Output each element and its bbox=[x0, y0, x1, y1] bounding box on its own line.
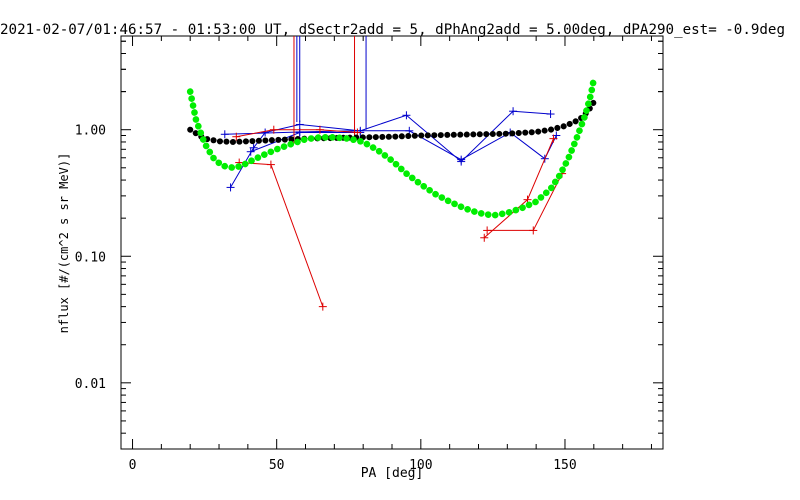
y-tick-label: 0.01 bbox=[75, 377, 106, 392]
plus-marker bbox=[483, 226, 492, 235]
plus-marker bbox=[480, 233, 489, 242]
plus-marker bbox=[269, 125, 278, 134]
y-tick-label: 1.00 bbox=[75, 124, 106, 139]
series-line bbox=[236, 129, 358, 138]
data-series bbox=[186, 36, 598, 311]
y-axis-label: nflux [#/(cm^2 s sr MeV)] bbox=[57, 153, 71, 334]
plus-marker bbox=[318, 302, 327, 311]
series-line bbox=[239, 162, 324, 307]
x-tick-label: 50 bbox=[269, 458, 285, 473]
series-line bbox=[483, 138, 554, 239]
plus-marker bbox=[402, 111, 411, 120]
dotted-fit-curve bbox=[186, 76, 598, 219]
plus-marker bbox=[509, 107, 518, 116]
plus-marker bbox=[220, 130, 229, 139]
plus-marker bbox=[546, 110, 555, 119]
plus-marker bbox=[246, 147, 255, 156]
x-tick-label: 0 bbox=[129, 458, 137, 473]
plus-marker bbox=[315, 125, 324, 134]
plus-marker bbox=[266, 160, 275, 169]
plot-frame bbox=[120, 35, 664, 450]
x-tick-label: 150 bbox=[553, 458, 576, 473]
dotted-fit-curve bbox=[187, 99, 597, 145]
axis-ticks: 0 50 100 150 0.01 0.10 1.00 bbox=[75, 36, 663, 473]
plus-marker bbox=[529, 226, 538, 235]
plus-marker bbox=[232, 132, 241, 141]
plus-marker bbox=[549, 134, 558, 143]
y-tick-label: 0.10 bbox=[75, 250, 106, 265]
plus-marker bbox=[226, 183, 235, 192]
x-tick-label: 100 bbox=[409, 458, 432, 473]
x-axis-label: PA [deg] bbox=[361, 466, 424, 481]
series-line bbox=[224, 130, 557, 161]
chart-title: 2021-02-07/01:46:57 - 01:53:00 UT, dSect… bbox=[0, 22, 785, 38]
plus-marker bbox=[457, 155, 466, 164]
